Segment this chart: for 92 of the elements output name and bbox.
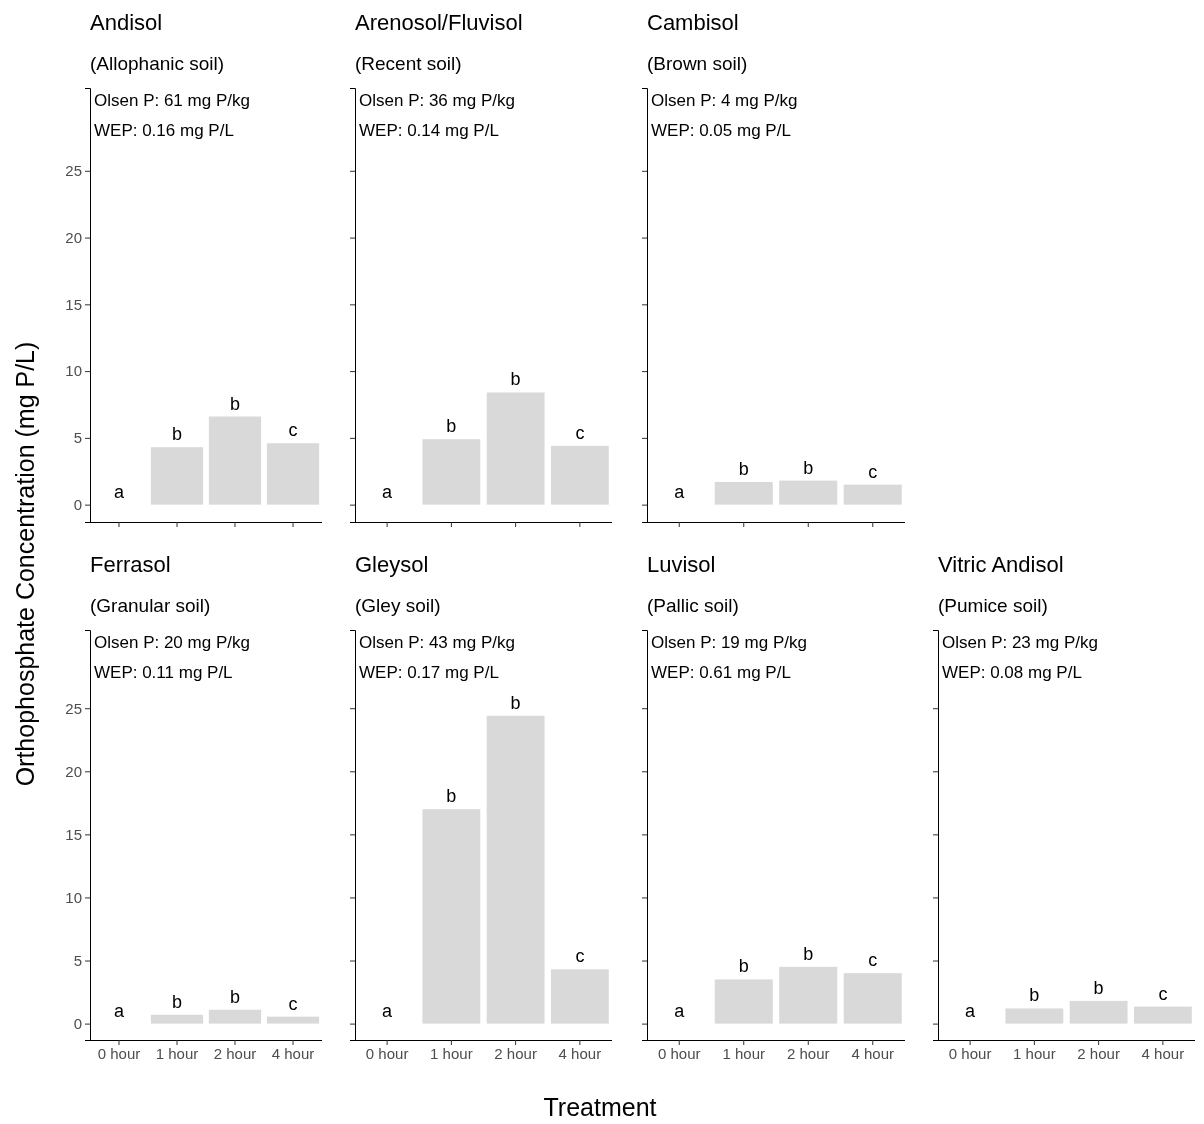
annotation: WEP: 0.16 mg P/L [94, 121, 234, 140]
annotation: WEP: 0.05 mg P/L [651, 121, 791, 140]
annotation: Olsen P: 20 mg P/kg [94, 633, 250, 652]
annotation: c [288, 420, 298, 441]
annotation: b [510, 369, 521, 390]
x-tick-label: 1 hour [722, 1044, 766, 1062]
x-axis-title: Treatment [543, 1093, 657, 1121]
annotation: a [382, 1000, 394, 1021]
chart-subtitle: (Recent soil) [355, 53, 462, 74]
annotation: a [674, 481, 686, 502]
annotation: Olsen P: 23 mg P/kg [942, 633, 1098, 652]
annotation: WEP: 0.61 mg P/L [651, 663, 791, 682]
chart-subtitle: (Granular soil) [90, 595, 211, 616]
annotation: WEP: 0.14 mg P/L [359, 121, 499, 140]
annotation: WEP: 0.11 mg P/L [94, 663, 233, 682]
annotation: b [229, 393, 241, 414]
annotation: a [113, 1000, 125, 1021]
bar [150, 1014, 204, 1024]
annotation: Olsen P: 4 mg P/kg [651, 91, 798, 110]
y-tick-label: 5 [73, 429, 82, 447]
chart-title: Gleysol [355, 552, 429, 577]
chart-subtitle: (Pallic soil) [647, 595, 739, 616]
chart-title: Vitric Andisol [938, 552, 1064, 577]
x-tick-label: 2 hour [786, 1044, 830, 1062]
y-tick-label: 15 [65, 295, 82, 313]
chart-title: Ferrasol [90, 552, 171, 577]
x-tick-label: 0 hour [97, 1044, 141, 1062]
annotation: a [965, 1000, 977, 1021]
bar [208, 1009, 262, 1024]
chart-title: Arenosol/Fluvisol [355, 10, 523, 35]
annotation: b [1029, 985, 1040, 1006]
annotation: b [738, 956, 749, 977]
bar [150, 447, 204, 505]
x-tick-label: 2 hour [213, 1044, 257, 1062]
annotation: b [446, 786, 457, 807]
chart-subtitle: (Gley soil) [355, 595, 441, 616]
annotation: c [868, 461, 878, 482]
x-tick-label: 2 hour [494, 1044, 537, 1062]
annotation: b [1093, 977, 1104, 998]
annotation: WEP: 0.17 mg P/L [359, 663, 499, 682]
annotation: b [171, 424, 183, 445]
bar [266, 1016, 320, 1024]
bar [266, 443, 320, 505]
y-tick-label: 5 [73, 951, 82, 969]
x-tick-label: 4 hour [271, 1044, 315, 1062]
annotation: a [382, 481, 394, 502]
annotation: b [738, 458, 749, 479]
x-tick-label: 1 hour [1013, 1044, 1056, 1062]
annotation: Olsen P: 43 mg P/kg [359, 633, 515, 652]
y-tick-label: 10 [65, 362, 82, 380]
y-tick-label: 25 [65, 162, 82, 180]
annotation: b [803, 457, 814, 478]
x-tick-label: 0 hour [365, 1044, 409, 1062]
y-tick-label: 0 [73, 495, 82, 513]
y-tick-label: 25 [65, 699, 82, 717]
y-tick-label: 10 [65, 888, 82, 906]
annotation: c [575, 422, 585, 443]
annotation: a [113, 481, 125, 502]
chart-subtitle: (Allophanic soil) [90, 53, 225, 74]
x-tick-label: 1 hour [155, 1044, 199, 1062]
chart-title: Andisol [90, 10, 163, 35]
annotation: c [288, 993, 298, 1014]
x-tick-label: 1 hour [430, 1044, 473, 1062]
x-tick-label: 4 hour [558, 1044, 602, 1062]
annotation: b [803, 943, 814, 964]
annotation: b [446, 416, 457, 437]
annotation: b [510, 692, 521, 713]
annotation: c [868, 950, 878, 971]
annotation: a [674, 1000, 686, 1021]
y-axis-title: Orthophosphate Concentration (mg P/L) [11, 341, 39, 787]
annotation: Olsen P: 61 mg P/kg [94, 91, 250, 110]
y-tick-label: 20 [65, 228, 82, 246]
annotation: b [171, 991, 183, 1012]
bar [208, 416, 262, 505]
x-tick-label: 0 hour [657, 1044, 701, 1062]
annotation: Olsen P: 36 mg P/kg [359, 91, 515, 110]
y-tick-label: 0 [73, 1014, 82, 1032]
chart-subtitle: (Brown soil) [647, 53, 748, 74]
annotation: Olsen P: 19 mg P/kg [651, 633, 807, 652]
x-tick-label: 2 hour [1077, 1044, 1120, 1062]
chart-title: Luvisol [647, 552, 716, 577]
x-tick-label: 4 hour [851, 1044, 895, 1062]
x-tick-label: 4 hour [1141, 1044, 1185, 1062]
chart-title: Cambisol [647, 10, 739, 35]
annotation: b [229, 986, 241, 1007]
annotation: WEP: 0.08 mg P/L [942, 663, 1082, 682]
y-tick-label: 20 [65, 762, 82, 780]
y-tick-label: 15 [65, 825, 82, 843]
annotation: c [575, 946, 585, 967]
x-tick-label: 0 hour [948, 1044, 992, 1062]
annotation: c [1158, 983, 1168, 1004]
chart-subtitle: (Pumice soil) [938, 595, 1048, 616]
